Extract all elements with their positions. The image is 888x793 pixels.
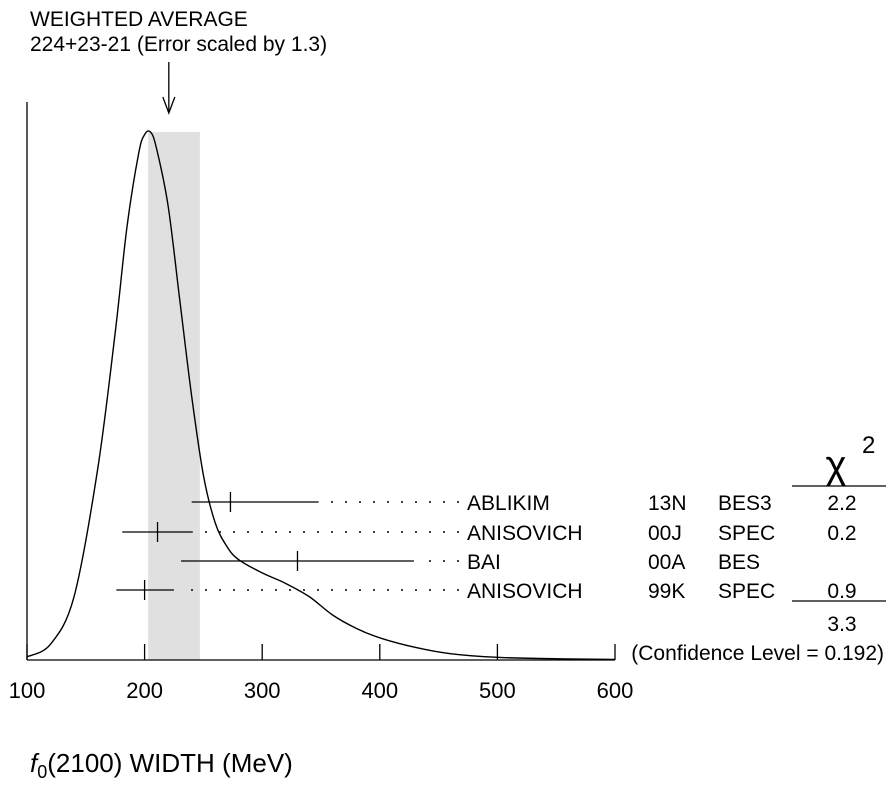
x-tick-label: 100 xyxy=(9,678,46,703)
measurement-reference: 13N xyxy=(648,492,687,515)
leader-dot xyxy=(429,589,431,591)
measurement-technique: SPEC xyxy=(718,580,775,603)
leader-dot xyxy=(205,589,207,591)
leader-dot xyxy=(443,589,445,591)
leader-dot xyxy=(443,501,445,503)
leader-dot xyxy=(233,531,235,533)
leader-dot xyxy=(401,501,403,503)
leader-dot xyxy=(219,589,221,591)
x-tick-label: 600 xyxy=(597,678,634,703)
leader-dot xyxy=(415,501,417,503)
chi2-header: χ xyxy=(826,443,847,487)
measurement-author: BAI xyxy=(467,551,501,574)
measurement-technique: BES xyxy=(718,551,760,574)
measurement-reference: 00A xyxy=(648,551,685,574)
leader-dot xyxy=(359,531,361,533)
leader-dot xyxy=(303,589,305,591)
leader-dot xyxy=(261,589,263,591)
leader-dot xyxy=(373,589,375,591)
x-axis-label-text: (2100) WIDTH (MeV) xyxy=(47,748,293,778)
chi2-total: 3.3 xyxy=(827,613,856,636)
x-tick-label: 400 xyxy=(361,678,398,703)
leader-dot xyxy=(401,589,403,591)
leader-dot xyxy=(289,531,291,533)
measurement-chi2: 0.2 xyxy=(827,522,856,545)
x-axis-subscript: 0 xyxy=(37,762,47,782)
leader-dot xyxy=(247,589,249,591)
leader-dot xyxy=(345,501,347,503)
x-tick-label: 300 xyxy=(244,678,281,703)
leader-dot xyxy=(317,531,319,533)
leader-dot xyxy=(429,531,431,533)
leader-dot xyxy=(387,501,389,503)
x-tick-label: 200 xyxy=(126,678,163,703)
leader-dot xyxy=(289,589,291,591)
x-tick-label: 500 xyxy=(479,678,516,703)
measurement-reference: 99K xyxy=(648,580,685,603)
measurement-technique: BES3 xyxy=(718,492,772,515)
leader-dot xyxy=(429,560,431,562)
leader-dot xyxy=(415,589,417,591)
leader-dot xyxy=(331,589,333,591)
measurement-author: ANISOVICH xyxy=(467,522,583,545)
leader-dot xyxy=(275,589,277,591)
leader-dot xyxy=(373,531,375,533)
leader-dot xyxy=(443,560,445,562)
leader-dot xyxy=(387,589,389,591)
leader-dot xyxy=(317,589,319,591)
leader-dot xyxy=(415,531,417,533)
chi2-header-power: 2 xyxy=(862,432,875,459)
leader-dot xyxy=(331,531,333,533)
leader-dot xyxy=(345,589,347,591)
leader-dot xyxy=(247,531,249,533)
leader-dot xyxy=(191,589,193,591)
measurement-author: ABLIKIM xyxy=(467,492,550,515)
leader-dot xyxy=(457,531,459,533)
leader-dot xyxy=(443,531,445,533)
leader-dot xyxy=(429,501,431,503)
leader-dot xyxy=(331,501,333,503)
measurement-author: ANISOVICH xyxy=(467,580,583,603)
leader-dot xyxy=(359,589,361,591)
measurement-chi2: 2.2 xyxy=(827,492,856,515)
leader-dot xyxy=(303,531,305,533)
leader-dot xyxy=(373,501,375,503)
leader-dot xyxy=(401,531,403,533)
x-axis-label: f0(2100) WIDTH (MeV) xyxy=(30,748,293,783)
leader-dot xyxy=(205,531,207,533)
leader-dot xyxy=(359,501,361,503)
leader-dot xyxy=(233,589,235,591)
leader-dot xyxy=(457,560,459,562)
leader-dot xyxy=(219,531,221,533)
leader-dot xyxy=(457,589,459,591)
leader-dot xyxy=(457,501,459,503)
leader-dot xyxy=(387,531,389,533)
measurement-technique: SPEC xyxy=(718,522,775,545)
measurement-chi2: 0.9 xyxy=(827,580,856,603)
leader-dot xyxy=(261,531,263,533)
leader-dot xyxy=(345,531,347,533)
ideogram-chart: 100 200 300 400 500 600 ABLIKIM 13N BES3 2.2 ANIS… xyxy=(0,0,888,740)
measurement-reference: 00J xyxy=(648,522,682,545)
leader-dot xyxy=(275,531,277,533)
confidence-level: (Confidence Level = 0.192) xyxy=(631,642,884,665)
